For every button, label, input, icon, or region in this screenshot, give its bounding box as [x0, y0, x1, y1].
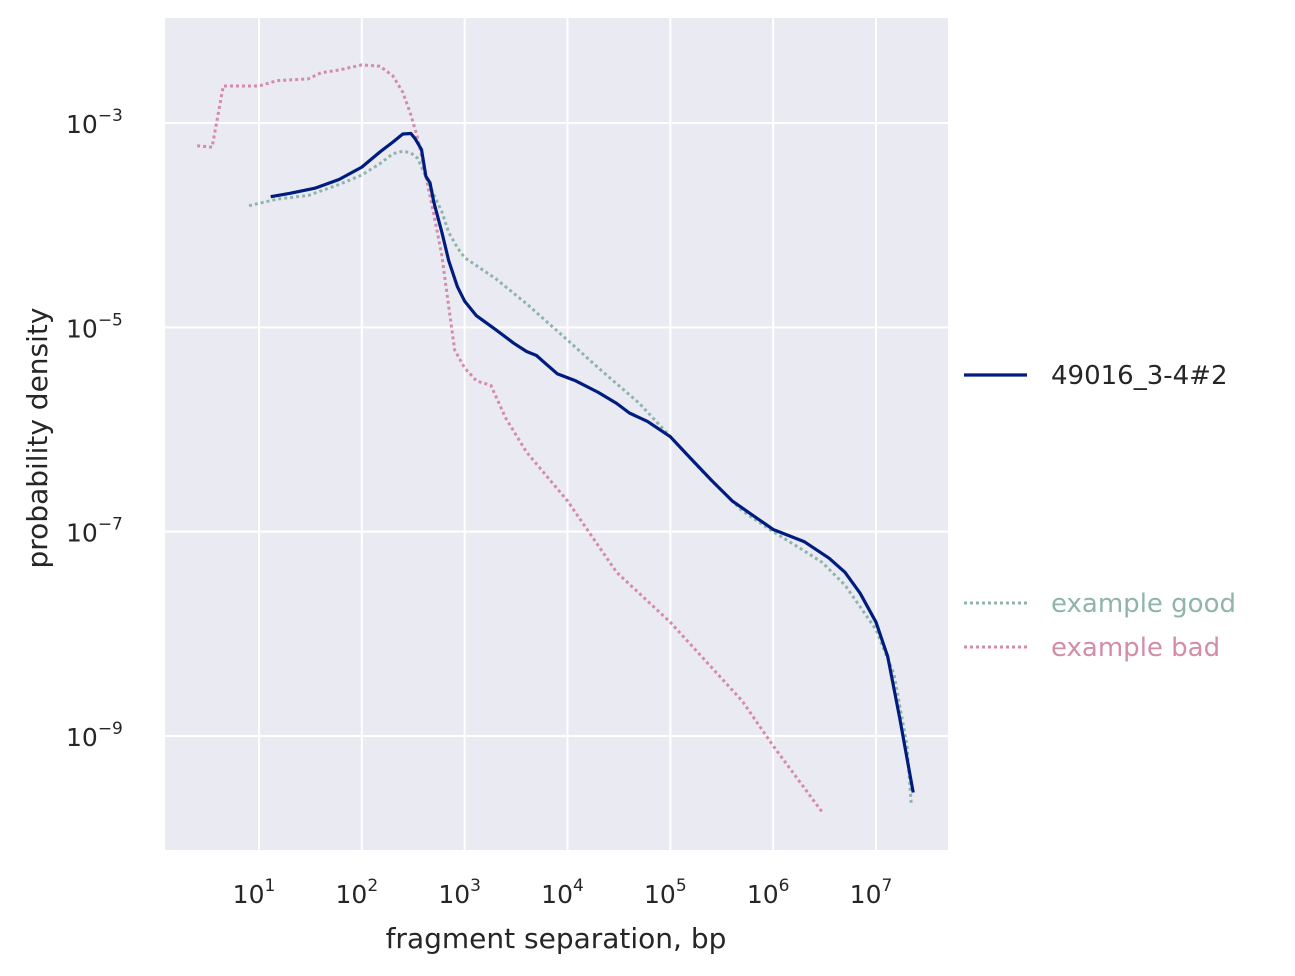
grid-lines	[165, 18, 948, 850]
legend-label-1: example good	[1051, 589, 1236, 619]
series-line-49016-3-4-2	[270, 131, 915, 793]
legend-label-0: 49016_3-4#2	[1051, 361, 1228, 391]
x-tick-label-1: 102	[336, 876, 379, 909]
y-tick-labels: 10−3 10−5 10−7 10−9	[66, 106, 123, 752]
plot-background	[165, 18, 948, 850]
x-tick-label-2: 103	[438, 876, 481, 909]
y-tick-label-1: 10−5	[66, 310, 123, 343]
y-tick-label-0: 10−3	[66, 106, 123, 139]
x-tick-label-0: 101	[233, 876, 276, 909]
y-axis-label: probability density	[21, 308, 54, 569]
x-tick-label-6: 107	[850, 876, 893, 909]
series-layer	[196, 63, 915, 813]
legend-label-2: example bad	[1051, 633, 1220, 663]
x-axis-label: fragment separation, bp	[386, 922, 727, 955]
x-tick-label-4: 105	[644, 876, 687, 909]
x-tick-label-3: 104	[541, 876, 584, 909]
x-tick-label-5: 106	[747, 876, 790, 909]
x-tick-labels: 101 102 103 104 105 106 107	[233, 876, 893, 909]
series-line-example-bad	[196, 63, 824, 813]
y-tick-label-3: 10−9	[66, 719, 123, 752]
y-tick-label-2: 10−7	[66, 515, 123, 548]
